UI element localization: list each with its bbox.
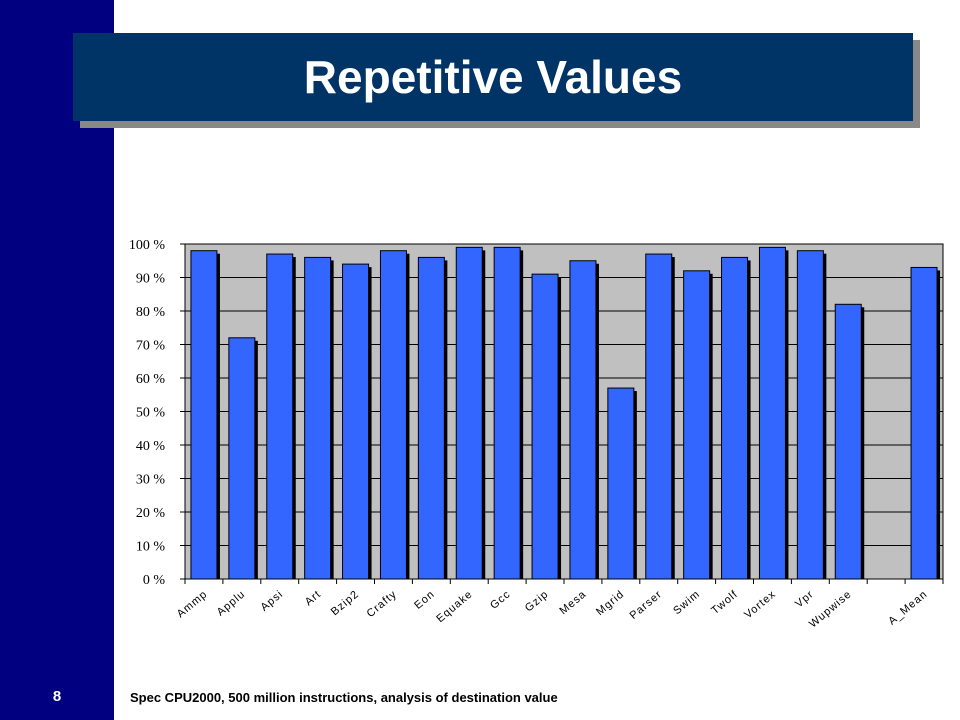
bar bbox=[342, 263, 370, 580]
bar bbox=[531, 273, 559, 580]
x-tick-label: Vpr bbox=[793, 588, 816, 610]
bar bbox=[304, 256, 332, 580]
slide-title: Repetitive Values bbox=[303, 51, 683, 103]
bar bbox=[910, 266, 938, 580]
x-tick-label: Vortex bbox=[742, 588, 778, 621]
bar bbox=[645, 253, 673, 580]
bar bbox=[455, 246, 483, 580]
x-tick-label: Eon bbox=[412, 588, 437, 612]
x-tick-label: Gzip bbox=[523, 588, 551, 614]
bar bbox=[379, 250, 407, 580]
x-tick-label: Twolf bbox=[709, 588, 740, 617]
y-tick-label: 40 % bbox=[136, 439, 166, 454]
y-tick-label: 0 % bbox=[143, 573, 166, 588]
x-tick-label: Mesa bbox=[557, 588, 588, 617]
bar bbox=[758, 246, 786, 580]
bar bbox=[493, 246, 521, 580]
y-tick-label: 70 % bbox=[136, 339, 166, 354]
x-tick-label: Parser bbox=[628, 588, 665, 622]
x-tick-label: Apsi bbox=[259, 588, 286, 614]
y-tick-label: 100 % bbox=[129, 238, 166, 253]
x-tick-label: Swim bbox=[671, 588, 702, 617]
y-tick-label: 20 % bbox=[136, 506, 166, 521]
x-tick-label: Applu bbox=[215, 588, 248, 618]
x-tick-label: Mgrid bbox=[594, 588, 627, 618]
footnote: Spec CPU2000, 500 million instructions, … bbox=[130, 690, 558, 705]
bar bbox=[683, 270, 711, 580]
bar bbox=[834, 303, 862, 580]
y-tick-label: 10 % bbox=[136, 540, 166, 555]
x-tick-label: Equake bbox=[434, 588, 475, 625]
x-tick-label: Crafty bbox=[365, 588, 400, 620]
y-tick-label: 30 % bbox=[136, 473, 166, 488]
bar bbox=[607, 387, 635, 580]
bar bbox=[796, 250, 824, 580]
bar bbox=[569, 260, 597, 580]
y-tick-label: 90 % bbox=[136, 272, 166, 287]
x-tick-label: Wupwise bbox=[807, 588, 854, 630]
x-tick-label: Bzip2 bbox=[329, 588, 362, 618]
y-tick-label: 60 % bbox=[136, 372, 166, 387]
x-tick-label: Ammp bbox=[175, 588, 210, 620]
x-tick-label: Art bbox=[303, 588, 324, 608]
x-tick-label: Gcc bbox=[488, 588, 513, 612]
y-tick-label: 50 % bbox=[136, 406, 166, 421]
x-tick-label: A_Mean bbox=[886, 588, 930, 627]
bar bbox=[190, 250, 218, 580]
bar bbox=[721, 256, 749, 580]
bar bbox=[266, 253, 294, 580]
bar bbox=[228, 337, 256, 580]
y-tick-label: 80 % bbox=[136, 305, 166, 320]
bar bbox=[417, 256, 445, 580]
title-banner: Repetitive Values bbox=[73, 33, 913, 121]
slide-number: 8 bbox=[52, 688, 62, 705]
